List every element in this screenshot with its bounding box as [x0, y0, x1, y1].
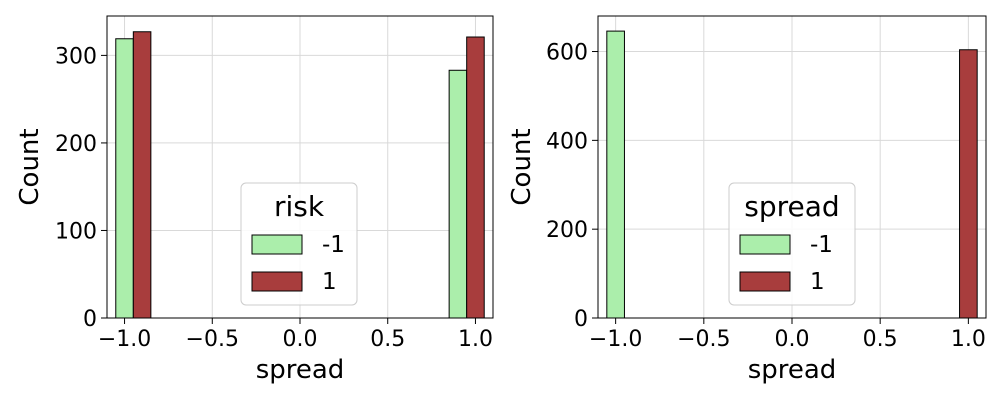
legend-swatch: [251, 271, 303, 292]
y-tick-label: 0: [83, 307, 97, 332]
bar--1-0: [606, 30, 625, 319]
legend-label: -1: [810, 232, 833, 258]
legend-swatch: [251, 234, 303, 255]
chart-panel-2: −1.0 −0.5 0.0 0.5 1.0 0 200 400 600 spread Count sp…: [507, 15, 987, 385]
bar--1-1: [448, 69, 468, 319]
bar-1-1: [466, 36, 485, 319]
y-tick-label: 100: [55, 219, 97, 244]
legend-title: risk: [274, 190, 325, 223]
x-tick-label: −1.0: [589, 327, 642, 352]
y-tick-label: 300: [55, 44, 97, 69]
bar-1-0: [959, 49, 978, 319]
y-tick-label: 0: [574, 307, 588, 332]
legend: spread -1 1: [728, 182, 856, 306]
x-tick-label: 0.0: [283, 327, 318, 352]
chart-panel-1: −1.0 −0.5 0.0 0.5 1.0 0 100 200 300 spread Count ri…: [15, 15, 494, 385]
legend-swatch: [739, 234, 791, 255]
x-axis-label: spread: [748, 355, 837, 385]
bar--1-0: [115, 38, 134, 319]
legend-label: 1: [810, 269, 825, 295]
x-tick-label: −1.0: [98, 327, 151, 352]
legend: risk -1 1: [240, 182, 358, 306]
y-tick-label: 200: [55, 132, 97, 157]
y-tick-label: 600: [546, 41, 588, 66]
bar-1-0: [132, 31, 152, 319]
y-axis-label: Count: [15, 128, 45, 205]
x-tick-label: −0.5: [677, 327, 730, 352]
legend-title: spread: [744, 190, 839, 223]
x-tick-label: 0.5: [370, 327, 405, 352]
legend-swatch: [739, 271, 791, 292]
y-tick-label: 200: [546, 218, 588, 243]
legend-label: 1: [322, 269, 337, 295]
x-tick-label: 1.0: [458, 327, 493, 352]
x-tick-label: 1.0: [951, 327, 986, 352]
x-tick-label: 0.5: [863, 327, 898, 352]
x-axis-label: spread: [256, 355, 345, 385]
x-tick-label: 0.0: [775, 327, 810, 352]
legend-label: -1: [322, 232, 345, 258]
y-axis-label: Count: [507, 128, 537, 205]
x-tick-label: −0.5: [186, 327, 239, 352]
y-tick-label: 400: [546, 129, 588, 154]
